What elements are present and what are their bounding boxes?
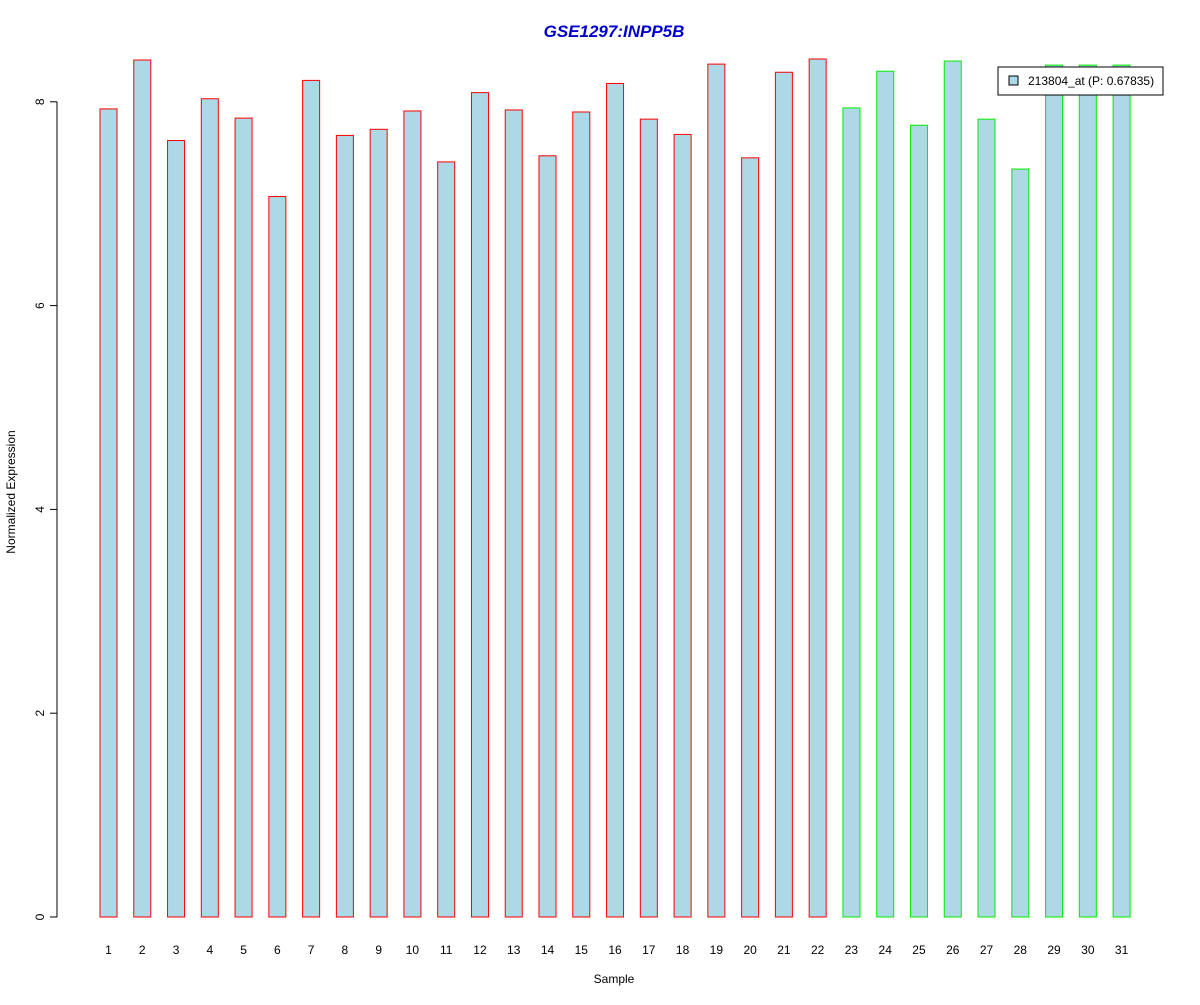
x-tick-label: 16 bbox=[608, 943, 622, 957]
x-tick-label: 31 bbox=[1115, 943, 1129, 957]
x-tick-label: 30 bbox=[1081, 943, 1095, 957]
x-tick-label: 27 bbox=[980, 943, 994, 957]
legend-swatch bbox=[1008, 75, 1019, 86]
bar bbox=[572, 111, 591, 918]
bar bbox=[1112, 64, 1131, 918]
bar bbox=[133, 59, 152, 918]
x-tick-label: 26 bbox=[946, 943, 960, 957]
bar bbox=[99, 108, 118, 918]
x-axis-label: Sample bbox=[594, 972, 635, 986]
y-tick-label: 4 bbox=[33, 506, 47, 513]
x-tick-label: 4 bbox=[206, 943, 213, 957]
x-tick-label: 5 bbox=[240, 943, 247, 957]
x-tick-label: 14 bbox=[541, 943, 555, 957]
x-tick-label: 24 bbox=[879, 943, 893, 957]
bar bbox=[538, 155, 557, 918]
bar bbox=[673, 133, 692, 918]
x-tick-label: 12 bbox=[473, 943, 487, 957]
x-tick-labels: 1 2 3 4 5 6 7 8 9 10 11 12 13 14 15 16 17 18 19 20 21 22 23 24 2… bbox=[105, 943, 1128, 957]
x-tick-label: 25 bbox=[912, 943, 926, 957]
x-tick-label: 7 bbox=[308, 943, 315, 957]
y-axis-label: Normalized Expression bbox=[4, 430, 18, 553]
x-tick-label: 1 bbox=[105, 943, 112, 957]
x-tick-label: 20 bbox=[743, 943, 757, 957]
bar bbox=[437, 161, 456, 918]
y-tick-label: 2 bbox=[33, 710, 47, 717]
x-tick-label: 28 bbox=[1014, 943, 1028, 957]
x-tick-label: 3 bbox=[173, 943, 180, 957]
bars bbox=[99, 58, 1131, 918]
x-tick-label: 8 bbox=[342, 943, 349, 957]
x-tick-label: 6 bbox=[274, 943, 281, 957]
bar bbox=[302, 79, 321, 918]
bar bbox=[335, 134, 354, 918]
bar bbox=[234, 117, 253, 918]
bar bbox=[1045, 64, 1064, 918]
x-tick-label: 19 bbox=[710, 943, 724, 957]
bar bbox=[741, 157, 760, 918]
bar bbox=[200, 98, 219, 918]
x-tick-label: 15 bbox=[575, 943, 589, 957]
x-tick-label: 22 bbox=[811, 943, 825, 957]
x-tick-label: 21 bbox=[777, 943, 791, 957]
x-tick-label: 13 bbox=[507, 943, 521, 957]
bar bbox=[909, 124, 928, 918]
x-tick-label: 17 bbox=[642, 943, 656, 957]
x-tick-label: 23 bbox=[845, 943, 859, 957]
bar bbox=[707, 63, 726, 918]
x-tick-label: 2 bbox=[139, 943, 146, 957]
x-tick-label: 10 bbox=[406, 943, 420, 957]
bar bbox=[470, 92, 489, 918]
legend-box bbox=[997, 66, 1164, 96]
y-tick-label: 8 bbox=[33, 98, 47, 105]
legend-label: 213804_at (P: 0.67835) bbox=[1028, 74, 1154, 88]
bar bbox=[369, 128, 388, 918]
bar bbox=[876, 70, 895, 918]
x-tick-label: 9 bbox=[375, 943, 382, 957]
legend: 213804_at (P: 0.67835) bbox=[997, 66, 1164, 96]
chart-title: GSE1297:INPP5B bbox=[544, 22, 685, 41]
bar bbox=[842, 107, 861, 918]
bar bbox=[606, 82, 625, 918]
x-tick-label: 29 bbox=[1047, 943, 1061, 957]
y-axis: 0 2 4 6 8 bbox=[33, 98, 58, 920]
y-tick-label: 6 bbox=[33, 302, 47, 309]
bar bbox=[639, 118, 658, 918]
bar bbox=[943, 60, 962, 918]
bar bbox=[808, 58, 827, 918]
y-tick-label: 0 bbox=[33, 913, 47, 920]
bar bbox=[167, 140, 186, 918]
bar bbox=[1078, 64, 1097, 918]
x-tick-label: 11 bbox=[440, 943, 453, 957]
bar bbox=[403, 110, 422, 918]
bar bbox=[977, 118, 996, 918]
bar bbox=[268, 196, 287, 918]
bar bbox=[504, 109, 523, 918]
bar bbox=[774, 71, 793, 918]
x-tick-label: 18 bbox=[676, 943, 690, 957]
bar bbox=[1011, 168, 1030, 918]
